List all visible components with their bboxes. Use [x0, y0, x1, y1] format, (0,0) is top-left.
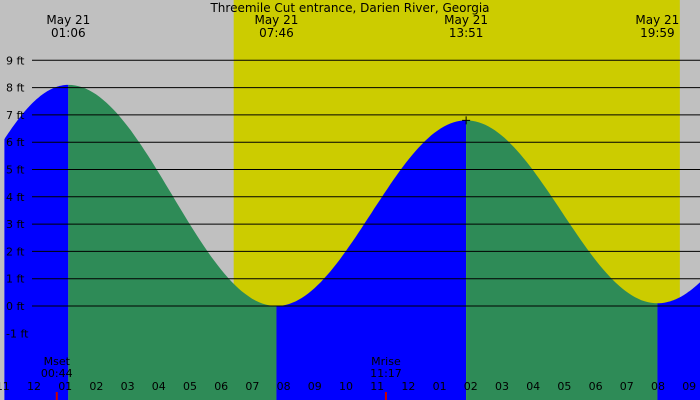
x-tick-label: 04: [152, 380, 166, 393]
x-tick-label: 06: [589, 380, 603, 393]
moon-event-label: Mrise: [371, 355, 401, 368]
x-tick-label: 01: [433, 380, 447, 393]
x-tick-label: 03: [495, 380, 509, 393]
x-tick-label: 08: [277, 380, 291, 393]
y-tick-label: -1 ft: [6, 327, 29, 340]
y-tick-label: 0 ft: [6, 300, 25, 313]
x-tick-label: 05: [557, 380, 571, 393]
y-tick-label: 8 ft: [6, 82, 25, 95]
x-tick-label: 08: [651, 380, 665, 393]
x-tick-label: 07: [620, 380, 634, 393]
x-tick-label: 05: [183, 380, 197, 393]
y-tick-label: 2 ft: [6, 245, 25, 258]
event-time-label: 13:51: [449, 26, 484, 40]
x-tick-label: 12: [27, 380, 41, 393]
y-tick-label: 9 ft: [6, 54, 25, 67]
rising-tide-segment: [276, 120, 467, 400]
x-tick-label: 11: [370, 380, 384, 393]
moon-event-time: 11:17: [370, 367, 402, 380]
x-tick-label: 09: [682, 380, 696, 393]
y-tick-label: 6 ft: [6, 136, 25, 149]
tide-curve-layer: [4, 84, 700, 400]
moon-event-label: Mset: [44, 355, 71, 368]
y-tick-label: 4 ft: [6, 191, 25, 204]
event-date-label: May 21: [46, 13, 90, 27]
label-layer: -1 ft 0 ft 1 ft 2 ft 3 ft 4 ft 5 ft 6 ft 7 ft 8 f…: [0, 13, 696, 400]
x-tick-label: 04: [526, 380, 540, 393]
event-date-label: May 21: [254, 13, 298, 27]
falling-tide-segment: [68, 84, 277, 400]
moon-event-time: 00:44: [41, 367, 73, 380]
x-tick-label: 01: [58, 380, 72, 393]
event-date-label: May 21: [635, 13, 679, 27]
x-tick-label: 02: [89, 380, 103, 393]
rising-tide-segment: [4, 84, 69, 400]
y-tick-label: 5 ft: [6, 164, 25, 177]
y-tick-label: 7 ft: [6, 109, 25, 122]
event-time-label: 19:59: [640, 26, 675, 40]
x-tick-label: 09: [308, 380, 322, 393]
x-tick-label: 03: [121, 380, 135, 393]
x-tick-label: 06: [214, 380, 228, 393]
x-tick-label: 10: [339, 380, 353, 393]
y-tick-label: 3 ft: [6, 218, 25, 231]
x-tick-label: 11: [0, 380, 10, 393]
rising-tide-segment: [657, 282, 700, 400]
chart-title: Threemile Cut entrance, Darien River, Ge…: [209, 1, 489, 15]
falling-tide-segment: [466, 120, 658, 400]
x-tick-label: 02: [464, 380, 478, 393]
x-tick-label: 07: [245, 380, 259, 393]
event-time-label: 01:06: [51, 26, 86, 40]
y-tick-label: 1 ft: [6, 273, 25, 286]
event-time-label: 07:46: [259, 26, 294, 40]
x-tick-label: 12: [401, 380, 415, 393]
event-date-label: May 21: [444, 13, 488, 27]
gridline-layer: [32, 59, 700, 307]
